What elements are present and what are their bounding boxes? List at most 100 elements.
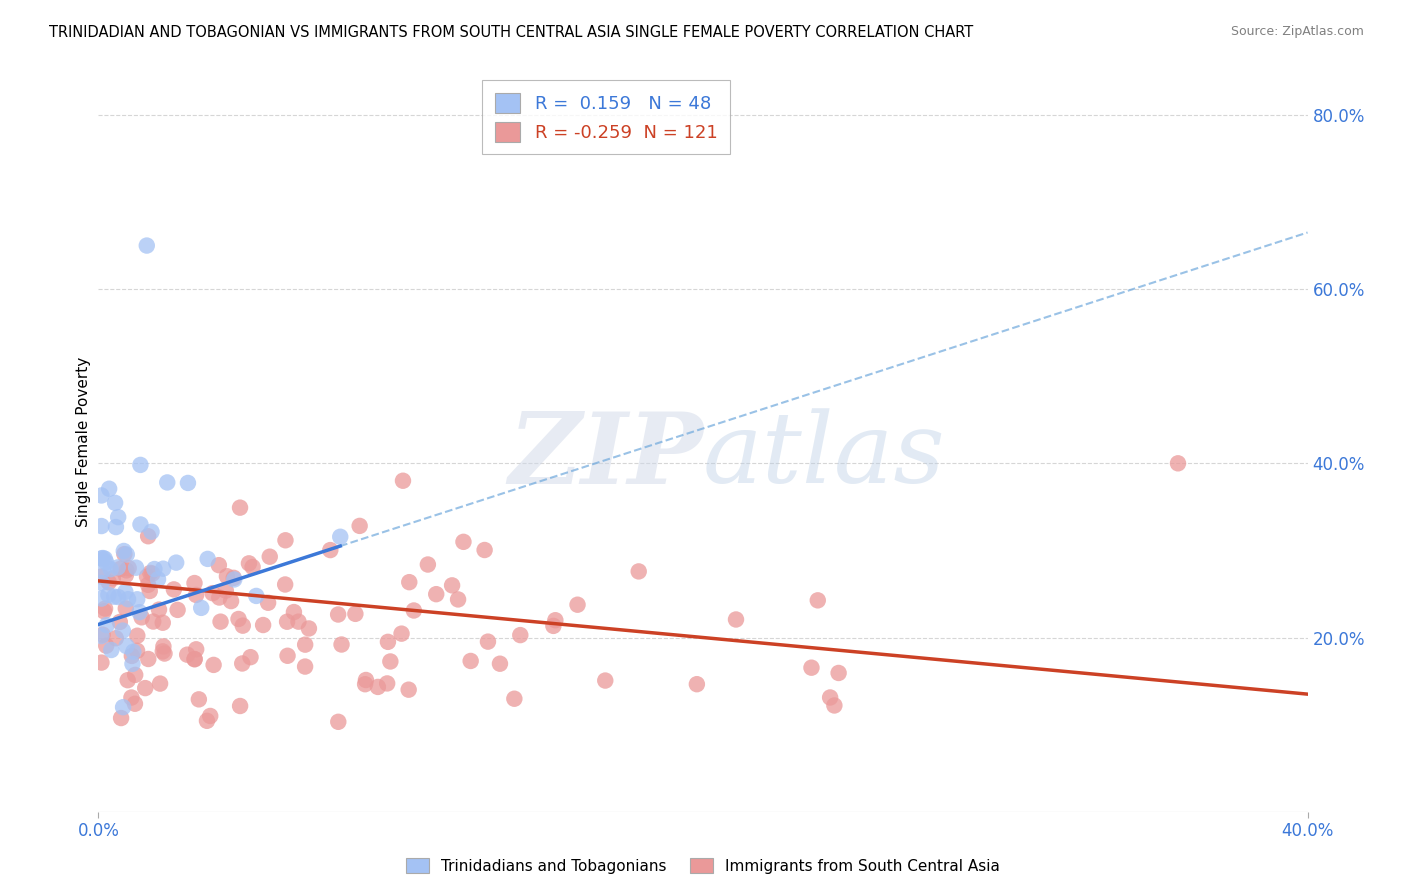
Point — [298, 622, 321, 636]
Point — [823, 698, 845, 713]
Point — [229, 698, 252, 713]
Point — [228, 612, 250, 626]
Point — [402, 603, 425, 617]
Point — [127, 592, 149, 607]
Point — [124, 668, 146, 682]
Point — [208, 558, 231, 573]
Point — [97, 575, 120, 590]
Point — [398, 682, 420, 697]
Point — [208, 591, 231, 605]
Point — [129, 458, 152, 472]
Point — [166, 603, 188, 617]
Text: Source: ZipAtlas.com: Source: ZipAtlas.com — [1230, 25, 1364, 38]
Point — [103, 590, 125, 604]
Point — [104, 520, 127, 534]
Point — [112, 547, 135, 561]
Point — [96, 639, 118, 653]
Point — [319, 543, 342, 558]
Point — [354, 677, 377, 691]
Point — [114, 601, 136, 615]
Point — [827, 665, 849, 680]
Point — [391, 626, 413, 640]
Point — [90, 519, 112, 533]
Point — [543, 619, 565, 633]
Point — [294, 659, 316, 673]
Point — [115, 563, 138, 577]
Point — [107, 510, 129, 524]
Point — [354, 673, 377, 687]
Point — [349, 519, 371, 533]
Point — [131, 610, 153, 624]
Legend: Trinidadians and Tobagonians, Immigrants from South Central Asia: Trinidadians and Tobagonians, Immigrants… — [401, 852, 1005, 880]
Point — [90, 488, 112, 502]
Point — [329, 530, 352, 544]
Point — [93, 604, 115, 618]
Point — [215, 569, 238, 583]
Point — [153, 647, 176, 661]
Point — [187, 692, 209, 706]
Point — [120, 690, 142, 705]
Point — [252, 618, 274, 632]
Point — [107, 590, 129, 604]
Point — [143, 562, 166, 576]
Point — [474, 543, 496, 558]
Point — [128, 605, 150, 619]
Point — [90, 656, 112, 670]
Point — [593, 673, 616, 688]
Point — [344, 607, 367, 621]
Legend: R =  0.159   N = 48, R = -0.259  N = 121: R = 0.159 N = 48, R = -0.259 N = 121 — [482, 80, 730, 154]
Y-axis label: Single Female Poverty: Single Female Poverty — [76, 357, 91, 526]
Point — [90, 569, 112, 583]
Point — [800, 661, 823, 675]
Point — [111, 624, 134, 638]
Point — [90, 551, 112, 566]
Point — [627, 565, 650, 579]
Point — [90, 576, 112, 591]
Point — [190, 600, 212, 615]
Point — [115, 639, 138, 653]
Point — [567, 598, 589, 612]
Point — [141, 524, 163, 539]
Point — [139, 566, 162, 580]
Point — [441, 578, 464, 592]
Point — [115, 548, 138, 562]
Point — [224, 573, 246, 587]
Point — [200, 709, 222, 723]
Point — [108, 615, 131, 629]
Point — [104, 632, 127, 646]
Point — [127, 644, 149, 658]
Point — [447, 592, 470, 607]
Point — [148, 602, 170, 616]
Point — [114, 568, 136, 582]
Point — [149, 676, 172, 690]
Point — [375, 676, 398, 690]
Text: ZIP: ZIP — [508, 409, 703, 505]
Point — [503, 691, 526, 706]
Point — [118, 561, 141, 575]
Point — [425, 587, 447, 601]
Point — [215, 583, 238, 598]
Point — [229, 500, 252, 515]
Text: TRINIDADIAN AND TOBAGONIAN VS IMMIGRANTS FROM SOUTH CENTRAL ASIA SINGLE FEMALE P: TRINIDADIAN AND TOBAGONIAN VS IMMIGRANTS… — [49, 25, 973, 40]
Point — [232, 618, 254, 632]
Point — [136, 569, 159, 583]
Point — [117, 673, 139, 688]
Point — [219, 594, 242, 608]
Point — [94, 601, 117, 615]
Point — [195, 714, 218, 728]
Point — [91, 627, 114, 641]
Point — [201, 586, 224, 600]
Point — [238, 557, 260, 571]
Point — [97, 588, 120, 602]
Point — [112, 700, 135, 714]
Point — [392, 474, 415, 488]
Point — [152, 615, 174, 630]
Point — [129, 517, 152, 532]
Point — [274, 577, 297, 591]
Text: atlas: atlas — [703, 409, 946, 504]
Point — [117, 592, 139, 607]
Point — [416, 558, 439, 572]
Point — [163, 582, 186, 597]
Point — [136, 652, 159, 666]
Point — [152, 644, 174, 658]
